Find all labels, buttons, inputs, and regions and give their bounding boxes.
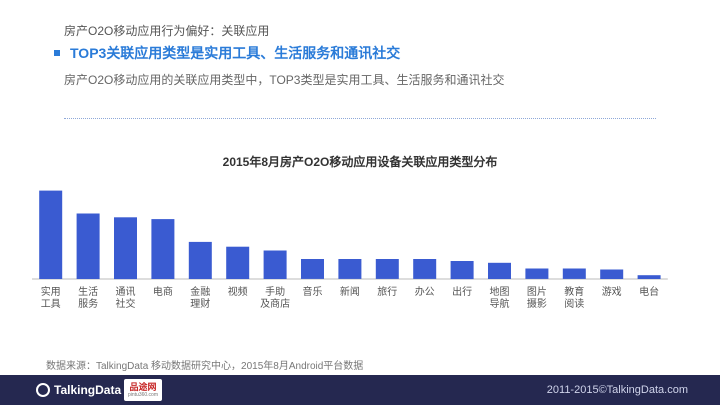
x-tick-label-4-1: 理财: [190, 297, 210, 310]
bar-4: [188, 241, 212, 279]
x-tick-label-13-0: 图片: [527, 285, 547, 298]
bar-6: [263, 250, 287, 279]
bar-0: [39, 190, 63, 279]
x-tick-label-6-0: 手助: [265, 285, 285, 298]
footer-bar: TalkingData 品途网 pintu360.com 2011-2015©T…: [0, 375, 720, 405]
x-tick-label-0-0: 实用: [41, 285, 61, 298]
bullet-icon: [54, 50, 60, 56]
x-tick-label-16-0: 电台: [639, 285, 659, 298]
chart-title: 2015年8月房产O2O移动应用设备关联应用类型分布: [222, 155, 498, 169]
x-tick-label-9-0: 旅行: [377, 285, 397, 298]
x-tick-label-5-0: 视频: [228, 285, 248, 298]
logo-icon: [36, 383, 50, 397]
x-tick-label-2-0: 通讯: [116, 286, 136, 298]
partner-url: pintu360.com: [127, 392, 159, 398]
bar-12: [488, 262, 511, 279]
x-tick-label-13-1: 摄影: [527, 297, 547, 310]
subtitle: 房产O2O移动应用的关联应用类型中，TOP3类型是实用工具、生活服务和通讯社交: [64, 73, 505, 87]
x-tick-label-0-1: 工具: [41, 298, 61, 310]
source-note: 数据来源：TalkingData 移动数据研究中心，2015年8月Android…: [46, 361, 364, 372]
x-tick-label-2-1: 社交: [116, 297, 136, 310]
x-tick-label-14-0: 教育: [564, 285, 584, 298]
headline: TOP3关联应用类型是实用工具、生活服务和通讯社交: [48, 43, 400, 63]
copyright: 2011-2015©TalkingData.com: [546, 384, 688, 396]
breadcrumb: 房产O2O移动应用行为偏好：关联应用: [64, 24, 270, 38]
bar-14: [562, 268, 586, 279]
x-tick-label-4-0: 金融: [190, 285, 210, 298]
headline-text: TOP3关联应用类型是实用工具、生活服务和通讯社交: [70, 45, 401, 61]
x-tick-label-6-1: 及商店: [260, 297, 290, 310]
x-tick-label-12-0: 地图: [490, 285, 510, 298]
x-tick-label-10-0: 办公: [415, 285, 435, 298]
divider: [64, 118, 656, 119]
bar-2: [114, 217, 137, 280]
bar-3: [151, 219, 175, 279]
bar-11: [450, 261, 474, 280]
bar-5: [226, 246, 250, 279]
logo-text: TalkingData: [54, 383, 122, 397]
bar-13: [525, 268, 549, 279]
bar-9: [375, 259, 399, 279]
x-tick-label-8-0: 新闻: [340, 285, 360, 298]
x-tick-label-1-1: 服务: [78, 297, 98, 310]
bar-16: [637, 275, 661, 279]
bar-1: [76, 213, 100, 279]
x-tick-label-12-1: 导航: [490, 297, 510, 310]
x-tick-label-11-0: 出行: [452, 285, 472, 298]
bar-7: [301, 259, 324, 279]
bar-8: [338, 259, 362, 279]
bar-10: [413, 259, 437, 279]
x-tick-label-14-1: 阅读: [564, 297, 584, 310]
partner-name: 品途网: [129, 382, 157, 392]
x-tick-label-1-0: 生活: [78, 285, 98, 298]
x-tick-label-7-0: 音乐: [303, 285, 323, 298]
x-tick-label-3-0: 电商: [153, 285, 173, 298]
talkingdata-logo: TalkingData: [36, 383, 121, 397]
partner-logo: 品途网 pintu360.com: [124, 379, 162, 401]
x-tick-label-15-0: 游戏: [602, 285, 622, 298]
bar-15: [600, 269, 624, 279]
